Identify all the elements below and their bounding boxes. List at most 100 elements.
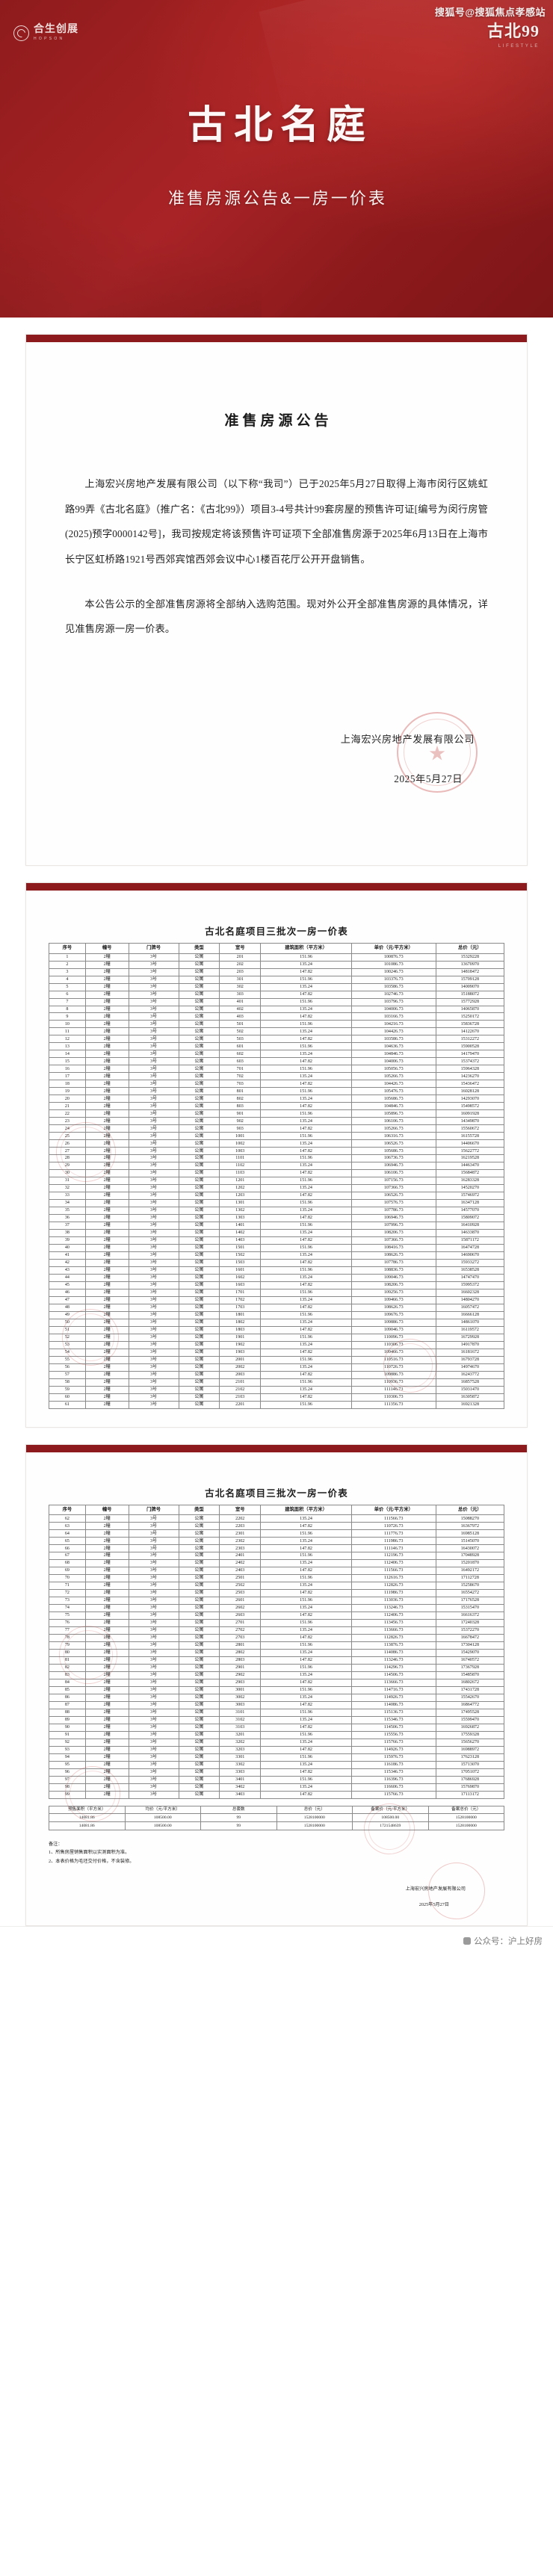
table-cell-2: 3号 bbox=[128, 1154, 179, 1163]
table-cell-1: 2幢 bbox=[84, 1266, 129, 1275]
table-cell-4: 1601 bbox=[219, 1266, 262, 1275]
table-cell-3: 公寓 bbox=[178, 1340, 220, 1349]
table-cell-0: 33 bbox=[49, 1192, 86, 1201]
table-col-header-0: 序号 bbox=[49, 943, 86, 954]
table-cell-2: 3号 bbox=[128, 1027, 179, 1036]
table-cell-6: 107156.73 bbox=[350, 1177, 436, 1186]
table-cell-6: 109046.73 bbox=[350, 1273, 436, 1282]
table-row: 16 2幢 3号 公寓 701 151.96 105056.73 15964328 bbox=[49, 1065, 505, 1074]
table-cell-4: 2902 bbox=[219, 1671, 262, 1679]
table-cell-7: 15329228 bbox=[435, 953, 505, 962]
table-cell-4: 402 bbox=[219, 1005, 262, 1014]
table-cell-7: 14747470 bbox=[435, 1273, 505, 1282]
table-cell-0: 83 bbox=[49, 1671, 86, 1679]
table-cell-3: 公寓 bbox=[178, 1154, 220, 1163]
table-cell-2: 3号 bbox=[128, 1087, 179, 1096]
table-cell-5: 147.82 bbox=[260, 1544, 352, 1553]
table-cell-2: 3号 bbox=[128, 1544, 179, 1553]
table-col-header-2: 门牌号 bbox=[128, 943, 179, 954]
summary-cell-4: 108500.00 bbox=[352, 1813, 429, 1823]
table-cell-5: 135.24 bbox=[260, 1050, 352, 1059]
table-cell-1: 2幢 bbox=[84, 1522, 129, 1531]
table-cell-5: 135.24 bbox=[260, 1162, 352, 1171]
table-cell-2: 3号 bbox=[128, 960, 179, 969]
table-cell-2: 3号 bbox=[128, 1273, 179, 1282]
table-cell-0: 93 bbox=[49, 1745, 86, 1754]
table-cell-6: 105266.73 bbox=[350, 1124, 436, 1133]
table-cell-7: 14349870 bbox=[435, 1117, 505, 1126]
table-cell-1: 2幢 bbox=[84, 1132, 129, 1141]
table-cell-2: 3号 bbox=[128, 1363, 179, 1372]
table-cell-5: 135.24 bbox=[260, 1027, 352, 1036]
table-cell-0: 76 bbox=[49, 1619, 86, 1628]
price-table-sheet-2: 古北名庭项目三批次一房一价表 序号 幢号 门牌号 类型 室号 建筑面积（平方米） 单价（元/… bbox=[25, 1443, 528, 1927]
table-cell-6: 113246.73 bbox=[350, 1656, 436, 1665]
table-cell-5: 147.82 bbox=[260, 1790, 352, 1799]
table-cell-4: 1801 bbox=[219, 1310, 262, 1319]
table-cell-7: 16857528 bbox=[435, 1378, 505, 1387]
table-cell-5: 135.24 bbox=[260, 1626, 352, 1635]
table-cell-2: 3号 bbox=[128, 1715, 179, 1724]
table-cell-5: 151.96 bbox=[260, 1641, 352, 1650]
table-cell-7: 16091928 bbox=[435, 1109, 505, 1118]
table-cell-1: 2幢 bbox=[84, 997, 129, 1006]
table-cell-6: 102746.73 bbox=[350, 990, 436, 999]
table-cell-4: 2701 bbox=[219, 1619, 262, 1628]
table-cell-5: 147.82 bbox=[260, 1589, 352, 1598]
table-cell-4: 2503 bbox=[219, 1589, 262, 1598]
table-cell-0: 25 bbox=[49, 1132, 86, 1141]
table-cell-7: 15769870 bbox=[435, 1783, 505, 1792]
table-cell-0: 74 bbox=[49, 1604, 86, 1613]
table-cell-4: 2101 bbox=[219, 1378, 262, 1387]
table-row: 74 2幢 3号 公寓 2602 135.24 113246.73 15315470 bbox=[49, 1604, 505, 1613]
table-cell-0: 73 bbox=[49, 1597, 86, 1606]
table-cell-3: 公寓 bbox=[178, 1730, 220, 1739]
table-cell-1: 2幢 bbox=[84, 1177, 129, 1186]
table-cell-5: 147.82 bbox=[260, 1147, 352, 1156]
table-row: 38 2幢 3号 公寓 1402 135.24 108206.73 14633870 bbox=[49, 1229, 505, 1238]
table-row: 11 2幢 3号 公寓 502 135.24 104426.73 14122670 bbox=[49, 1027, 505, 1036]
table-cell-5: 135.24 bbox=[260, 1340, 352, 1349]
table-cell-1: 2幢 bbox=[84, 1199, 129, 1208]
table-cell-6: 112826.73 bbox=[350, 1582, 436, 1591]
table-cell-6: 104006.73 bbox=[350, 1057, 436, 1066]
table-cell-1: 2幢 bbox=[84, 1363, 129, 1372]
table-cell-7: 17112728 bbox=[435, 1574, 505, 1583]
table-row: 59 2幢 3号 公寓 2102 135.24 111146.73 15031470 bbox=[49, 1385, 505, 1394]
table-cell-0: 12 bbox=[49, 1035, 86, 1044]
table-cell-5: 135.24 bbox=[260, 1117, 352, 1126]
table-row: 18 2幢 3号 公寓 703 147.82 104426.73 15436472 bbox=[49, 1080, 505, 1089]
table-cell-1: 2幢 bbox=[84, 953, 129, 962]
summary-cell-1: 均价（元/平方米） bbox=[124, 1805, 201, 1815]
table-cell-3: 公寓 bbox=[178, 1529, 220, 1538]
table-cell-2: 3号 bbox=[128, 1760, 179, 1769]
table-row: 24 2幢 3号 公寓 903 147.82 105266.73 15560672 bbox=[49, 1124, 505, 1133]
table-cell-1: 2幢 bbox=[84, 1693, 129, 1702]
table-cell-6: 115766.73 bbox=[350, 1738, 436, 1747]
table-cell-0: 85 bbox=[49, 1685, 86, 1694]
table-cell-3: 公寓 bbox=[178, 1042, 220, 1051]
table-cell-5: 135.24 bbox=[260, 1715, 352, 1724]
table-cell-7: 14236270 bbox=[435, 1072, 505, 1081]
table-cell-6: 113456.73 bbox=[350, 1619, 436, 1628]
table-col-header-1: 幢号 bbox=[84, 1504, 129, 1516]
table-cell-0: 62 bbox=[49, 1514, 86, 1523]
table-cell-1: 2幢 bbox=[84, 1730, 129, 1739]
table-cell-2: 3号 bbox=[128, 1072, 179, 1081]
table-row: 62 2幢 3号 公寓 2202 135.24 111566.73 15088270 bbox=[49, 1514, 505, 1523]
table-cell-7: 16538528 bbox=[435, 1266, 505, 1275]
table-cell-7: 17623128 bbox=[435, 1753, 505, 1762]
table-cell-7: 15201870 bbox=[435, 1559, 505, 1568]
table-cell-5: 147.82 bbox=[260, 1102, 352, 1111]
table-cell-6: 112616.73 bbox=[350, 1574, 436, 1583]
table-cell-7: 16616372 bbox=[435, 1611, 505, 1620]
summary-cell-5: 备案总价（元） bbox=[427, 1805, 504, 1815]
table-cell-4: 501 bbox=[219, 1020, 262, 1029]
table-cell-5: 151.96 bbox=[260, 975, 352, 984]
table-cell-2: 3号 bbox=[128, 1124, 179, 1133]
table-cell-3: 公寓 bbox=[178, 1184, 220, 1193]
table-cell-7: 14009070 bbox=[435, 982, 505, 991]
hopson-logo-text: 合生创展 HOPSON bbox=[34, 25, 78, 41]
table-cell-3: 公寓 bbox=[178, 1723, 220, 1732]
table-cell-1: 2幢 bbox=[84, 1567, 129, 1576]
